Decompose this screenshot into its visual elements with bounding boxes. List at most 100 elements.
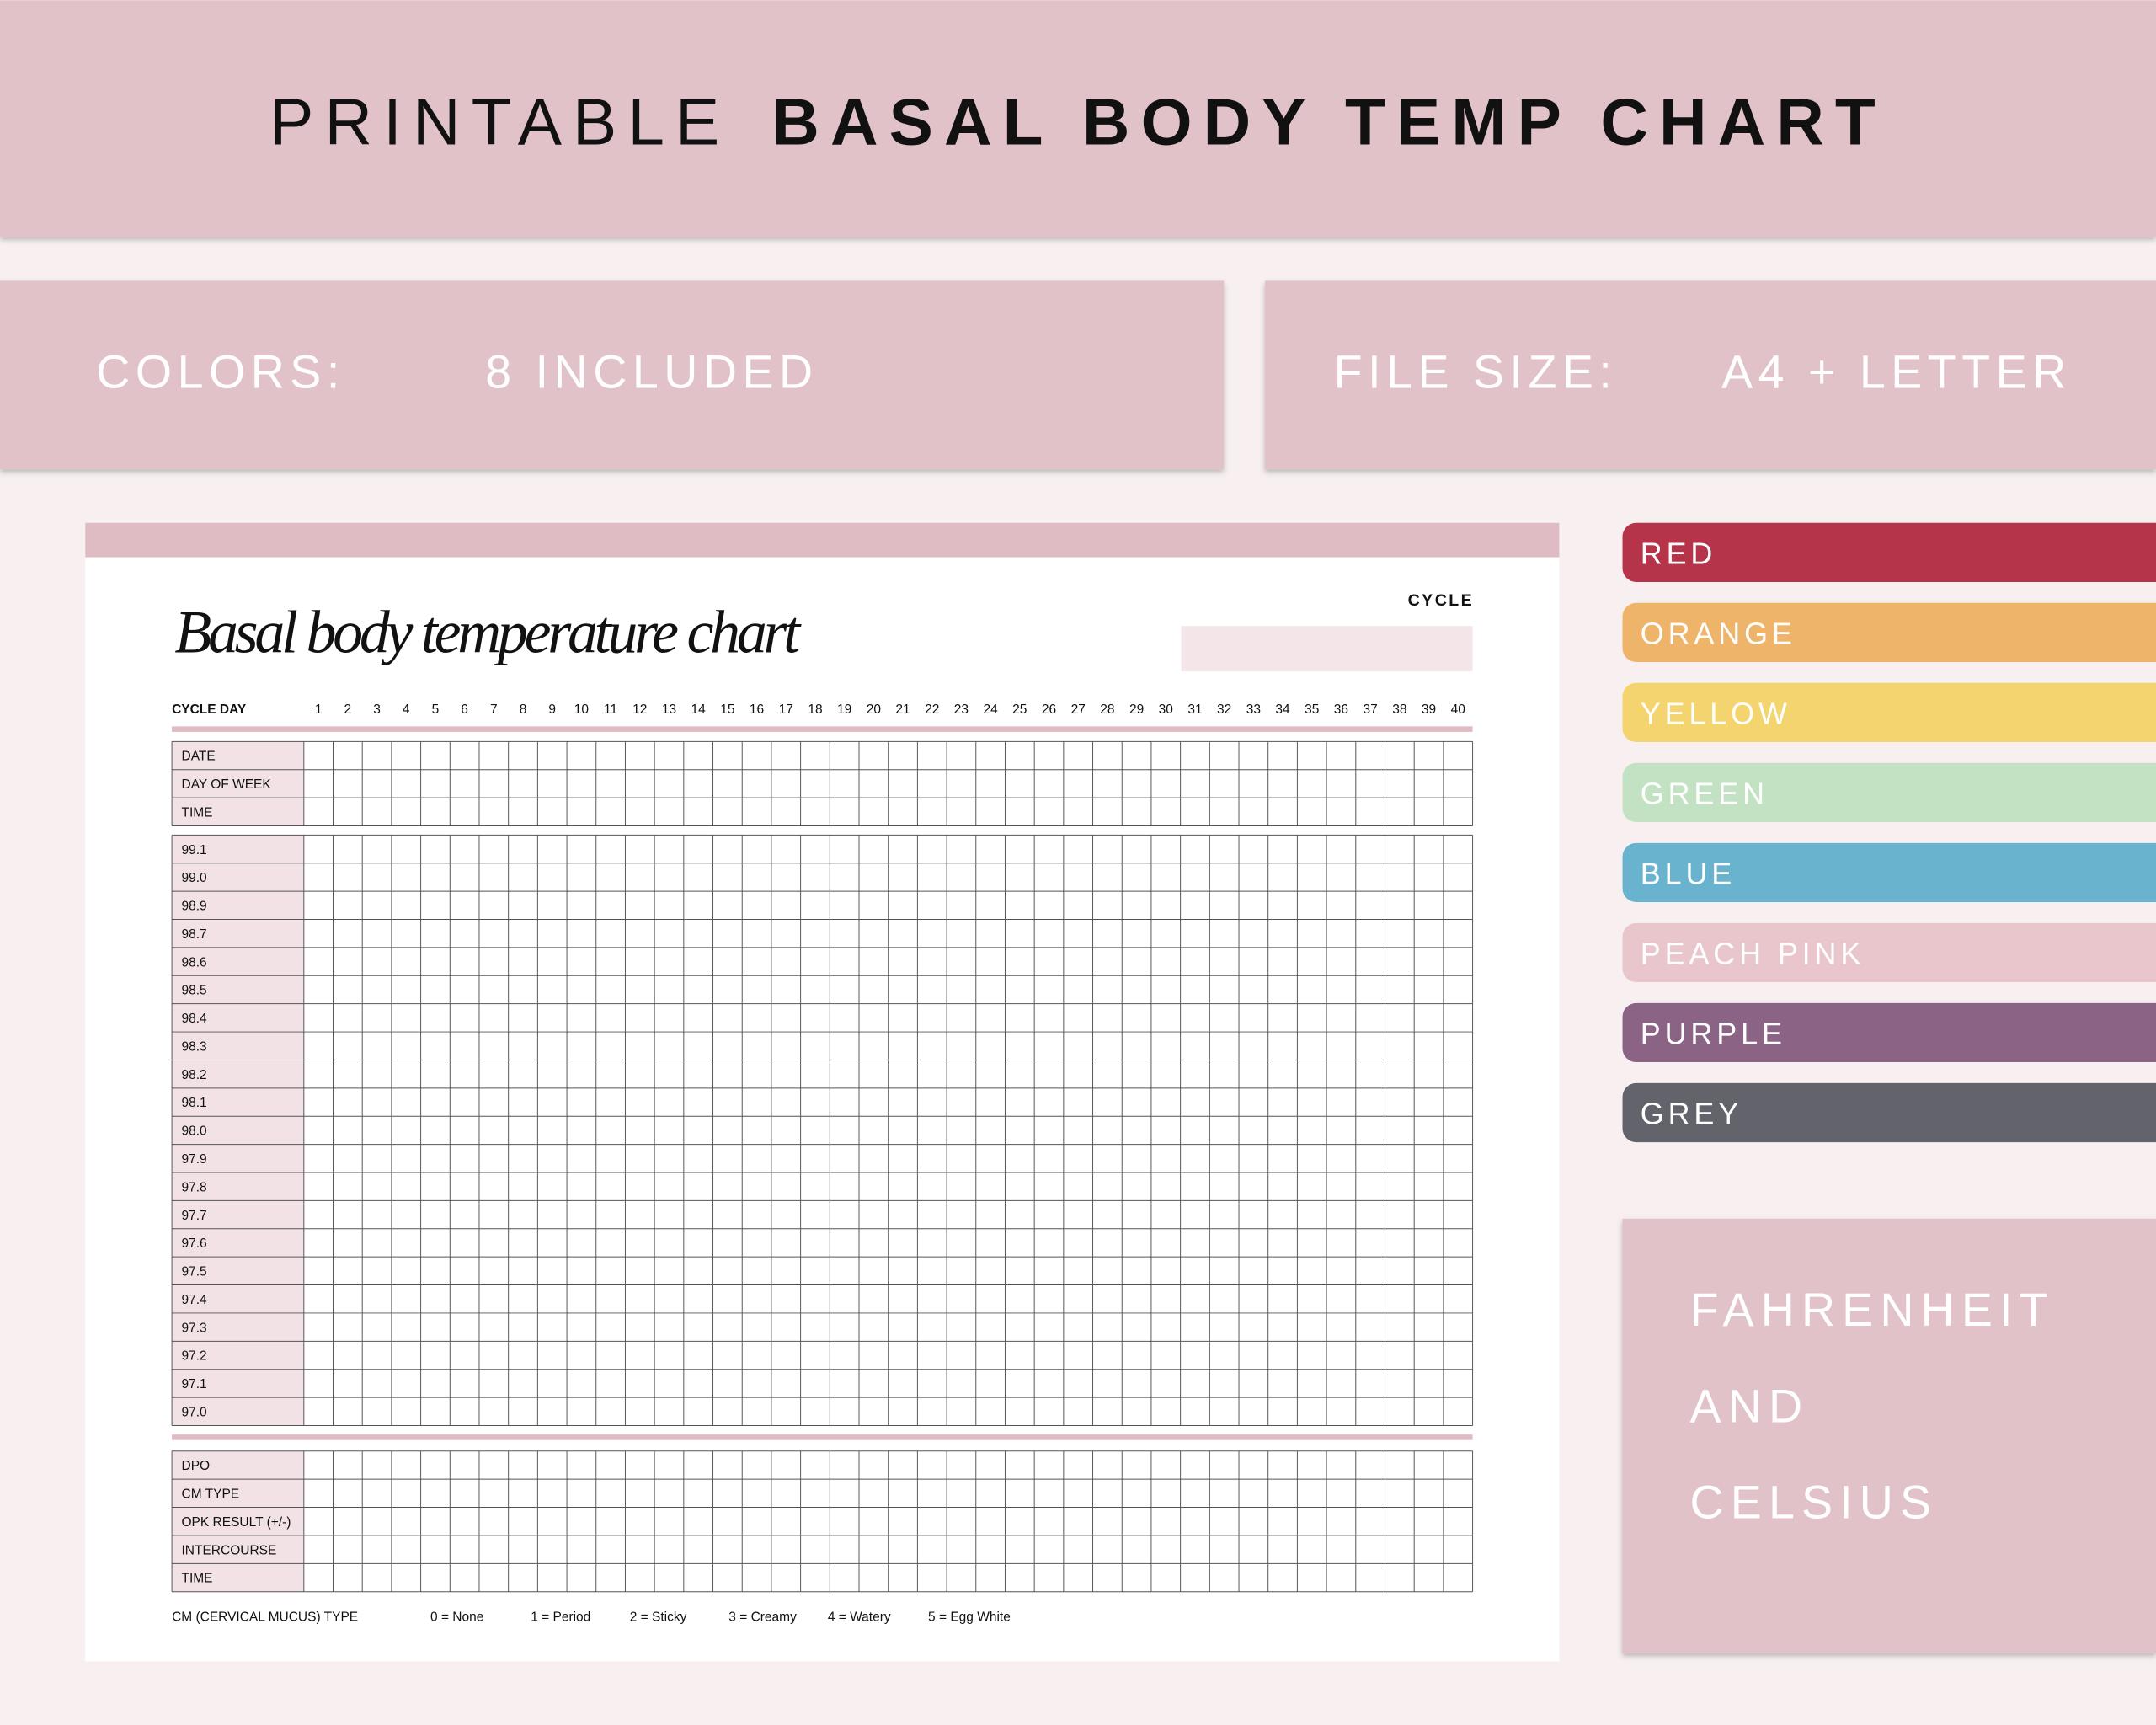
cycle-day-number: 21: [895, 702, 910, 717]
cycle-day-number: 6: [461, 702, 468, 717]
cycle-day-label: CYCLE DAY: [172, 702, 247, 717]
info-value: 8 INCLUDED: [485, 346, 818, 398]
info-label: FILE SIZE:: [1334, 346, 1618, 398]
row-label: 98.0: [182, 1124, 208, 1139]
row-label: OPK RESULT (+/-): [182, 1515, 291, 1530]
color-name: PURPLE: [1641, 1017, 1786, 1051]
color-tab: [1622, 1082, 2156, 1143]
cycle-day-number: 14: [691, 702, 707, 717]
row-label: INTERCOURSE: [182, 1543, 277, 1557]
footer-item: 5 = Egg White: [928, 1610, 1011, 1624]
color-name: PEACH PINK: [1641, 937, 1865, 971]
cycle-day-number: 12: [632, 702, 647, 717]
footer-item: 0 = None: [430, 1610, 483, 1624]
cycle-day-number: 35: [1305, 702, 1319, 717]
cycle-day-number: 7: [490, 702, 498, 717]
cycle-day-number: 10: [574, 702, 590, 717]
cycle-day-number: 20: [867, 702, 882, 717]
cycle-day-number: 27: [1071, 702, 1086, 717]
row-label: 98.6: [182, 955, 207, 969]
cycle-day-number: 31: [1187, 702, 1202, 717]
cycle-box: [1181, 626, 1473, 672]
row-label-bg: [172, 1003, 304, 1033]
row-label: 97.8: [182, 1180, 207, 1194]
cycle-day-number: 13: [662, 702, 676, 717]
cycle-day-number: 40: [1451, 702, 1466, 717]
unit-text: AND: [1690, 1380, 1810, 1432]
row-label: 97.3: [182, 1321, 207, 1335]
title-bold: BASAL BODY TEMP CHART: [771, 84, 1886, 158]
cycle-day-number: 3: [373, 702, 381, 717]
row-label: 98.4: [182, 1012, 208, 1026]
cycle-day-number: 32: [1217, 702, 1231, 717]
info-box: [0, 280, 1225, 470]
cycle-day-number: 26: [1042, 702, 1056, 717]
row-label-bg: [172, 919, 304, 948]
row-label-bg: [172, 769, 304, 798]
row-label: CM TYPE: [182, 1487, 240, 1502]
color-tab: [1622, 602, 2156, 662]
row-label: 98.3: [182, 1039, 207, 1054]
row-label-bg: [172, 741, 304, 770]
row-label-bg: [172, 835, 304, 863]
divider: [172, 1434, 1473, 1440]
units-box: [1622, 1218, 2156, 1653]
row-label: 99.1: [182, 843, 207, 857]
sheet-title: Basal body temperature chart: [174, 598, 802, 665]
footer-label: CM (CERVICAL MUCUS) TYPE: [172, 1610, 358, 1624]
row-label: 97.0: [182, 1406, 208, 1420]
color-tab: [1622, 922, 2156, 983]
header-title: PRINTABLE BASAL BODY TEMP CHART: [270, 84, 1886, 158]
header-banner: [0, 0, 2156, 238]
cycle-day-number: 4: [403, 702, 410, 717]
row-label: 97.9: [182, 1152, 207, 1167]
row-label: 98.7: [182, 927, 207, 942]
row-label-bg: [172, 1116, 304, 1145]
row-label-bg: [172, 1369, 304, 1398]
row-label: 98.1: [182, 1096, 207, 1110]
row-label: 97.2: [182, 1349, 207, 1364]
color-tab: [1622, 682, 2156, 742]
row-label-bg: [172, 1507, 304, 1535]
color-name: GREEN: [1641, 776, 1769, 810]
row-label: DAY OF WEEK: [182, 777, 272, 792]
row-label: 99.0: [182, 871, 208, 885]
cycle-day-number: 37: [1364, 702, 1378, 717]
cycle-day-number: 2: [344, 702, 352, 717]
row-label-bg: [172, 1312, 304, 1342]
cycle-day-number: 28: [1100, 702, 1114, 717]
row-label-bg: [172, 798, 304, 826]
color-tab: [1622, 1002, 2156, 1063]
color-name: GREY: [1641, 1097, 1742, 1131]
info-label: COLORS:: [96, 346, 345, 398]
row-label-bg: [172, 947, 304, 976]
row-label: 98.2: [182, 1068, 207, 1082]
cycle-day-number: 34: [1275, 702, 1290, 717]
row-label-bg: [172, 1200, 304, 1229]
footer-item: 2 = Sticky: [630, 1610, 687, 1624]
row-label: 97.7: [182, 1209, 207, 1223]
row-label-bg: [172, 1172, 304, 1201]
cycle-day-number: 33: [1246, 702, 1261, 717]
row-label-bg: [172, 1257, 304, 1285]
footer-item: 4 = Watery: [828, 1610, 891, 1624]
cycle-day-number: 16: [750, 702, 764, 717]
cycle-day-number: 15: [720, 702, 734, 717]
row-label-bg: [172, 1397, 304, 1426]
cycle-day-number: 8: [520, 702, 527, 717]
cycle-day-number: 25: [1012, 702, 1027, 717]
row-label-bg: [172, 1087, 304, 1117]
info-value: A4 + LETTER: [1721, 346, 2072, 398]
row-label: 97.4: [182, 1293, 208, 1307]
row-label-bg: [172, 1563, 304, 1592]
cycle-label: CYCLE: [1408, 591, 1475, 610]
unit-text: FAHRENHEIT: [1690, 1284, 2055, 1336]
cycle-day-number: 29: [1129, 702, 1144, 717]
row-label-bg: [172, 1341, 304, 1370]
color-name: YELLOW: [1641, 696, 1791, 730]
row-label: 97.5: [182, 1265, 207, 1279]
cycle-day-number: 18: [808, 702, 822, 717]
sheet: [85, 522, 1560, 1662]
